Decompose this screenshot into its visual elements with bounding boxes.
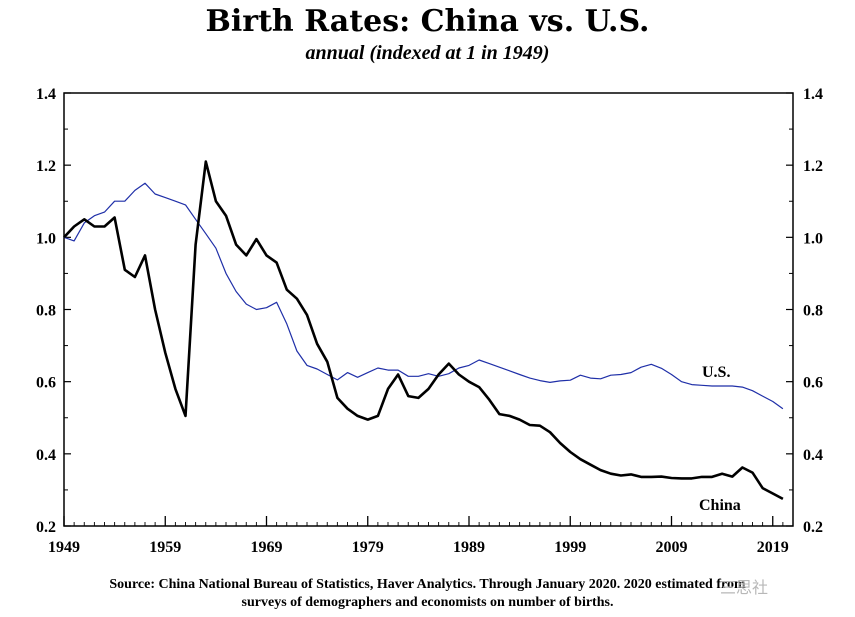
x-tick-label: 1979 xyxy=(352,539,384,556)
source-line-1: Source: China National Bureau of Statist… xyxy=(109,577,746,592)
y-tick-label-left: 0.6 xyxy=(36,375,56,392)
x-tick-label: 1959 xyxy=(149,539,181,556)
y-tick-label-right: 1.0 xyxy=(803,230,823,247)
y-tick-label-right: 0.8 xyxy=(803,303,823,320)
y-tick-label-left: 1.0 xyxy=(36,230,56,247)
series-lines xyxy=(63,160,784,501)
us-series-line xyxy=(63,182,784,410)
y-tick-label-left: 0.2 xyxy=(36,519,56,536)
source-note: Source: China National Bureau of Statist… xyxy=(0,576,855,612)
y-tick-label-right: 1.4 xyxy=(803,86,823,103)
y-tick-label-right: 1.2 xyxy=(803,158,823,175)
x-tick-label: 2019 xyxy=(757,539,789,556)
x-tick-label: 1989 xyxy=(453,539,485,556)
china-series-label: China xyxy=(699,497,741,514)
china-series-line xyxy=(63,160,784,501)
watermark-logo: 三思社 xyxy=(720,578,769,597)
x-tick-label: 2009 xyxy=(656,539,688,556)
source-line-2: surveys of demographers and economists o… xyxy=(241,595,614,610)
chart-subtitle: annual (indexed at 1 in 1949) xyxy=(305,42,550,64)
us-series-label: U.S. xyxy=(702,364,730,381)
axes: 0.2 0.2 0.4 0.4 0.6 0.6 0.8 0.8 1.0 1.0 1.2 1.2 1.4 1… xyxy=(36,86,823,556)
y-tick-label-left: 0.4 xyxy=(36,447,56,464)
y-tick-label-left: 1.2 xyxy=(36,158,56,175)
y-tick-label-right: 0.2 xyxy=(803,519,823,536)
x-tick-label: 1969 xyxy=(251,539,283,556)
y-tick-label-right: 0.6 xyxy=(803,375,823,392)
x-tick-label: 1999 xyxy=(554,539,586,556)
plot-frame xyxy=(63,92,794,527)
y-tick-label-right: 0.4 xyxy=(803,447,823,464)
y-tick-label-left: 1.4 xyxy=(36,86,56,103)
y-tick-label-left: 0.8 xyxy=(36,303,56,320)
chart-title: Birth Rates: China vs. U.S. xyxy=(205,4,650,39)
x-tick-label: 1949 xyxy=(48,539,80,556)
